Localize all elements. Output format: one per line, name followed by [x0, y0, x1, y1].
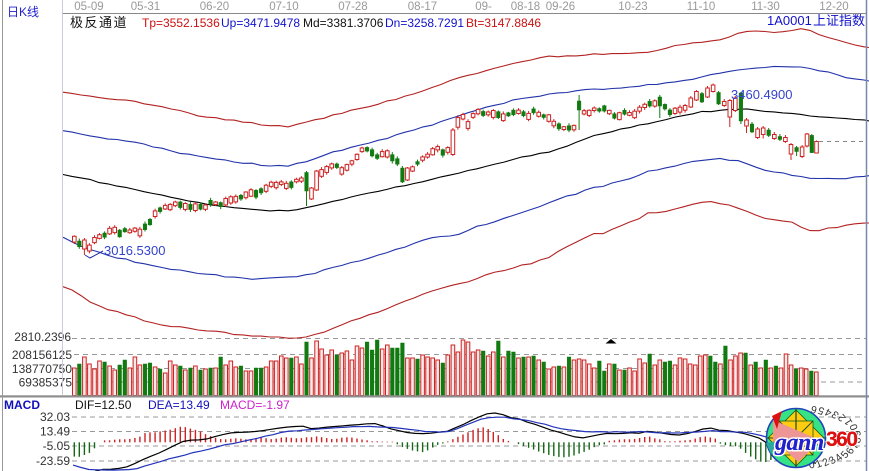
svg-text:1A0001: 1A0001 — [767, 13, 812, 28]
svg-text:07-28: 07-28 — [338, 1, 367, 13]
svg-text:极反通道: 极反通道 — [70, 15, 128, 30]
svg-text:gann: gann — [774, 430, 824, 456]
svg-text:208156125: 208156125 — [12, 348, 72, 362]
svg-text:09-26: 09-26 — [546, 1, 575, 13]
svg-text:05-31: 05-31 — [131, 1, 160, 13]
svg-text:06-20: 06-20 — [200, 1, 229, 13]
svg-text:3: 3 — [827, 454, 839, 467]
svg-text:05-09: 05-09 — [74, 1, 103, 13]
svg-text:2810.2396: 2810.2396 — [14, 330, 71, 344]
svg-text:gann: gann — [774, 430, 824, 456]
svg-text:8: 8 — [851, 437, 864, 444]
svg-text:Md=3381.3706: Md=3381.3706 — [303, 16, 384, 30]
svg-text:08-17: 08-17 — [408, 1, 437, 13]
svg-text:11-30: 11-30 — [751, 1, 780, 13]
svg-text:138770750: 138770750 — [12, 362, 72, 376]
svg-text:9: 9 — [851, 430, 864, 437]
svg-text:69385375: 69385375 — [19, 376, 73, 390]
svg-text:-23.59: -23.59 — [36, 454, 70, 468]
svg-text:DEA=13.49: DEA=13.49 — [148, 398, 210, 412]
svg-text:日K线: 日K线 — [7, 5, 39, 19]
svg-text:09-: 09- — [475, 1, 492, 13]
svg-text:0: 0 — [847, 422, 860, 432]
svg-text:360: 360 — [826, 428, 857, 451]
svg-text:6: 6 — [809, 403, 818, 416]
svg-text:5: 5 — [816, 404, 826, 417]
svg-text:7: 7 — [848, 441, 861, 450]
svg-text:-5.05: -5.05 — [43, 439, 71, 453]
svg-text:3460.4900: 3460.4900 — [731, 87, 792, 102]
svg-text:3016.5300: 3016.5300 — [104, 243, 165, 258]
svg-text:360: 360 — [826, 428, 857, 451]
svg-text:Tp=3552.1536: Tp=3552.1536 — [142, 16, 220, 30]
svg-text:Up=3471.9478: Up=3471.9478 — [221, 16, 300, 30]
svg-text:DIF=12.50: DIF=12.50 — [75, 398, 132, 412]
svg-text:Dn=3258.7291: Dn=3258.7291 — [385, 16, 464, 30]
svg-text:1: 1 — [842, 416, 855, 427]
svg-text:4: 4 — [823, 405, 834, 418]
svg-text:2: 2 — [820, 456, 831, 469]
svg-text:32.03: 32.03 — [40, 410, 70, 424]
svg-text:08-18: 08-18 — [511, 1, 540, 13]
svg-text:13.49: 13.49 — [40, 425, 70, 439]
svg-text:07-10: 07-10 — [269, 1, 298, 13]
svg-text:11-10: 11-10 — [687, 1, 716, 13]
svg-text:上证指数: 上证指数 — [813, 13, 865, 28]
svg-text:12-20: 12-20 — [819, 1, 848, 13]
svg-text:MACD=-1.97: MACD=-1.97 — [220, 398, 290, 412]
svg-text:1: 1 — [814, 457, 824, 470]
svg-text:10-23: 10-23 — [618, 1, 647, 13]
svg-text:6: 6 — [844, 445, 857, 456]
svg-text:MACD: MACD — [4, 398, 40, 412]
svg-text:Bt=3147.8846: Bt=3147.8846 — [466, 16, 541, 30]
svg-text:0: 0 — [807, 459, 816, 471]
